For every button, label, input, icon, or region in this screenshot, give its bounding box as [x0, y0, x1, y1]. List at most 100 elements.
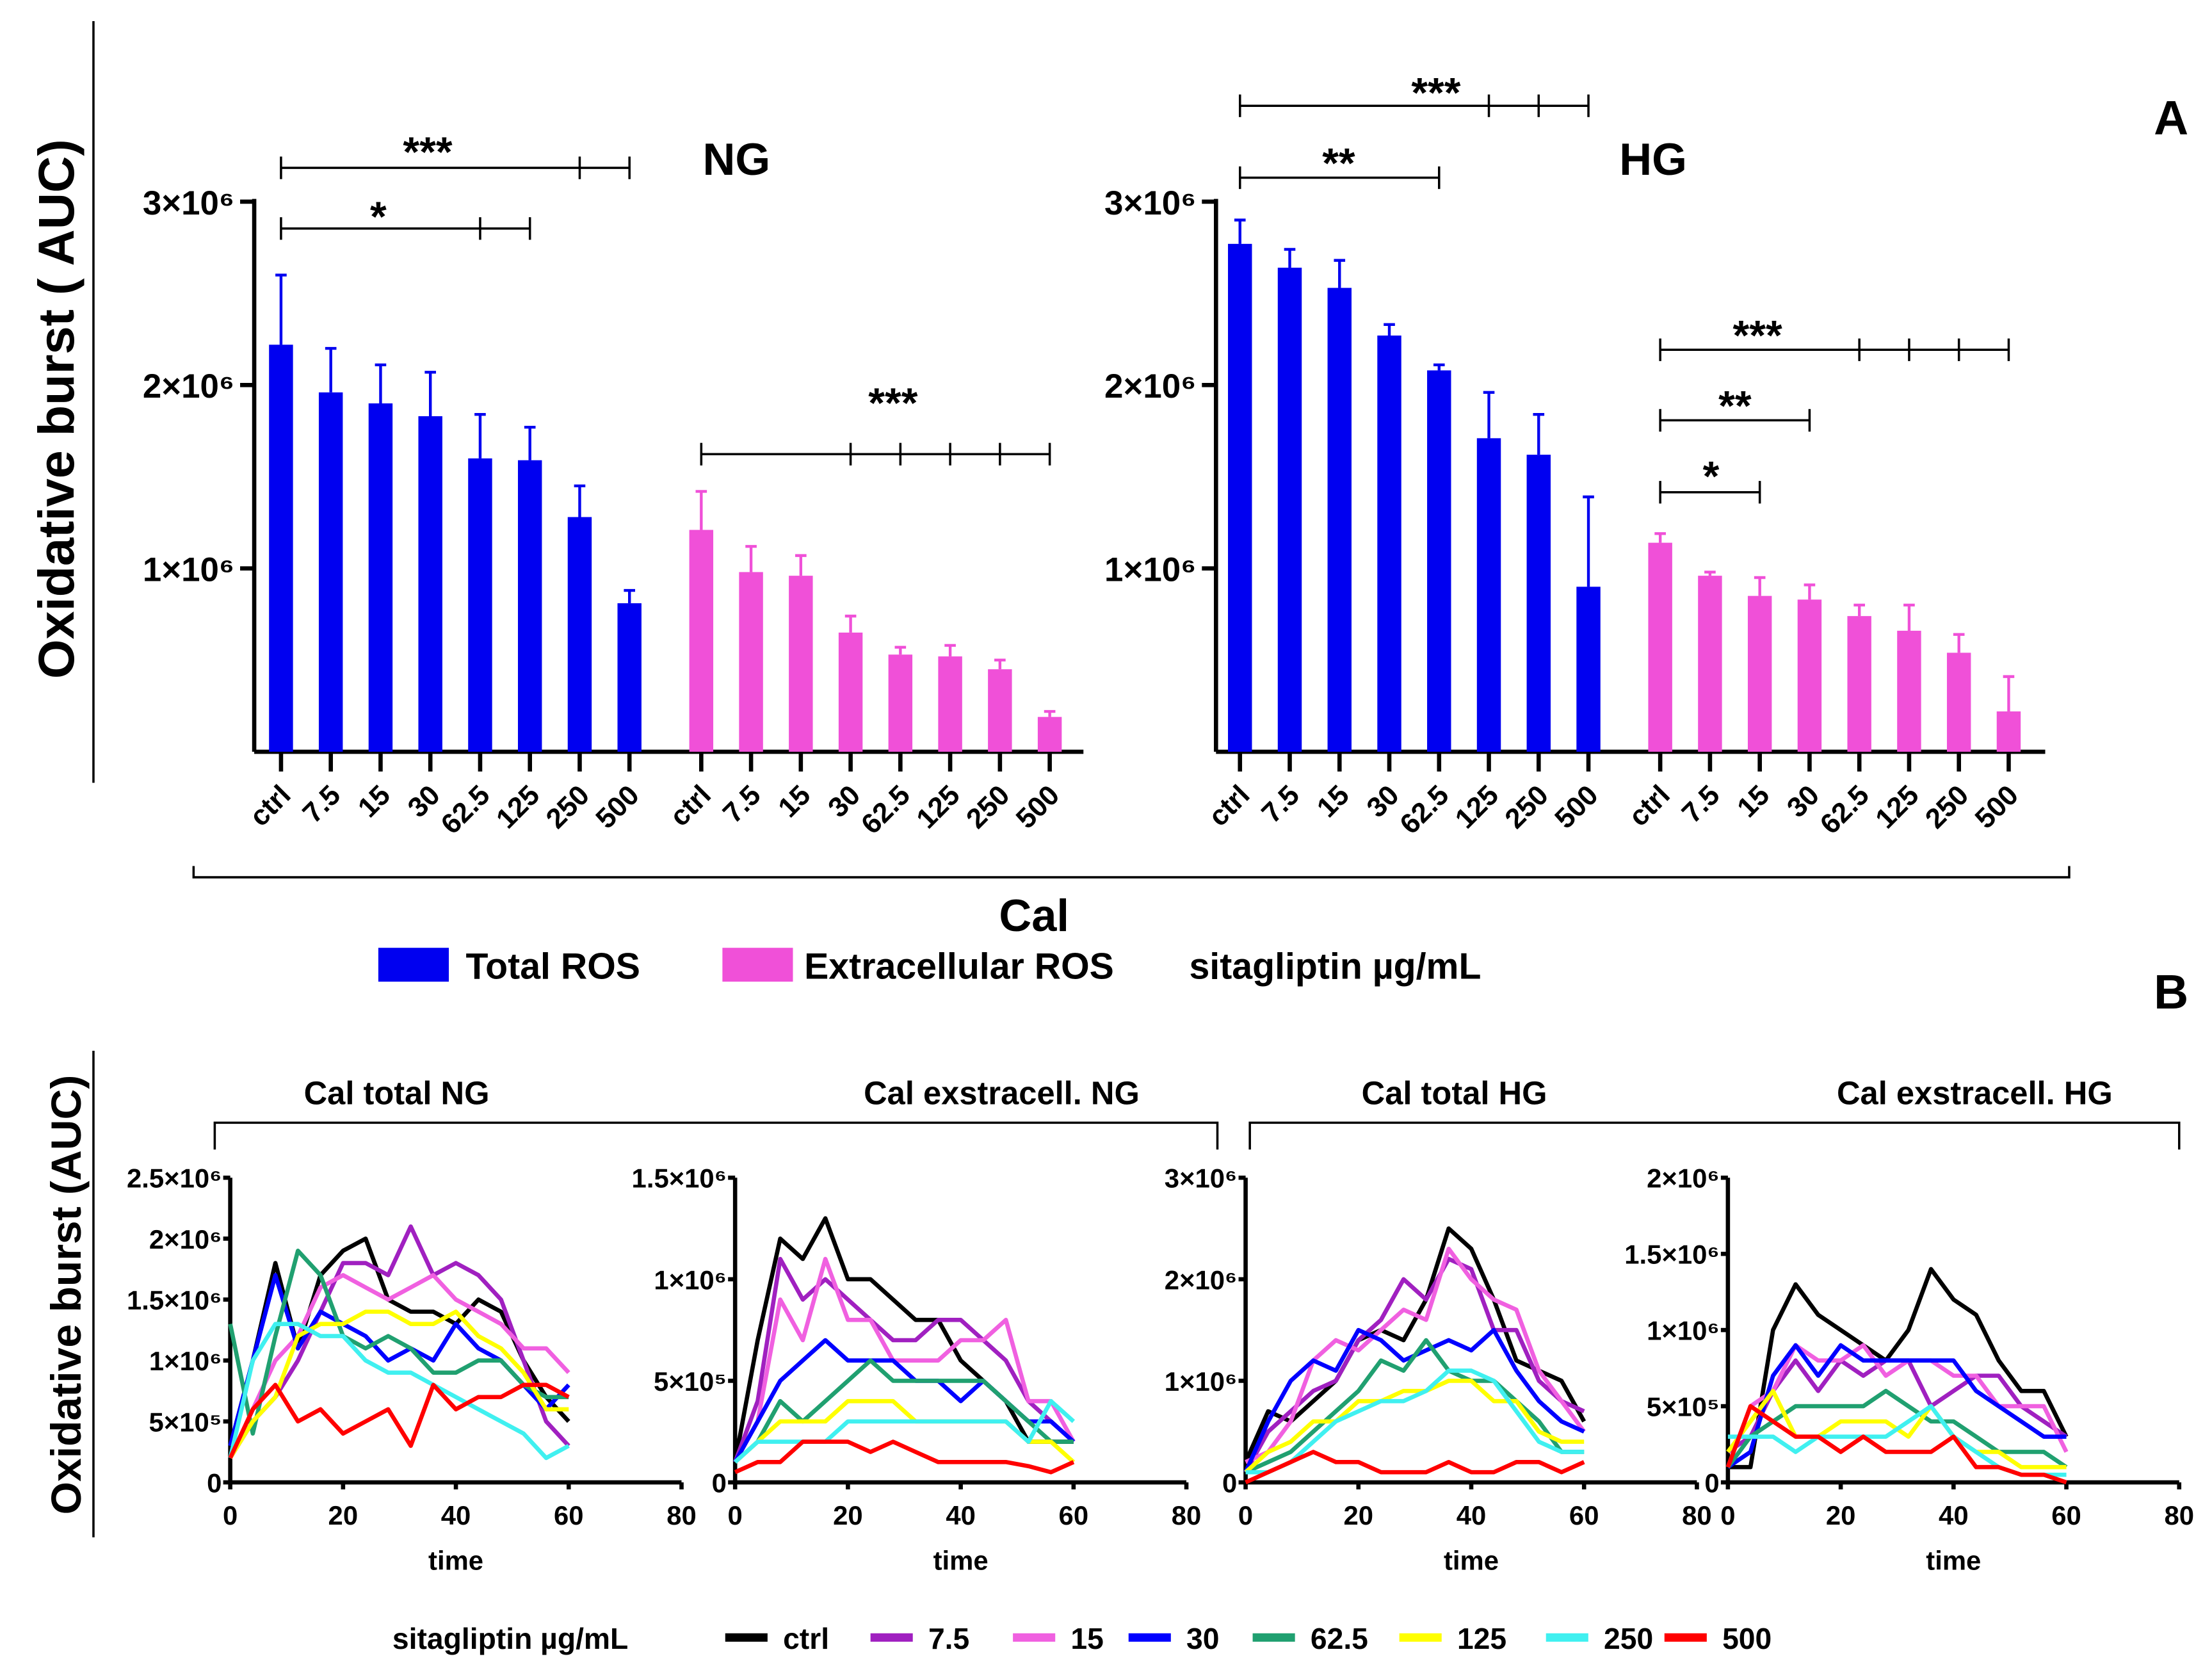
y-tick-label: 1.5×10⁶: [127, 1285, 222, 1315]
x-tick-label: 20: [1826, 1500, 1856, 1530]
x-tick-label: 7.5: [296, 779, 346, 829]
y-axis-title: Oxidative burst ( AUC): [28, 139, 85, 679]
bar: [517, 460, 542, 752]
significance-stars: **: [1322, 140, 1355, 188]
series-line-ctrl: [1727, 1267, 2069, 1470]
series-line-125: [228, 1309, 569, 1459]
x-axis-title: time: [428, 1546, 483, 1576]
x-tick-label: 62.5: [855, 779, 916, 840]
bar: [1897, 631, 1921, 752]
legend-label: 500: [1722, 1622, 1772, 1655]
bar: [1648, 542, 1672, 752]
y-tick-label: 1×10⁶: [143, 551, 234, 589]
x-tick-label: 15: [1311, 779, 1355, 823]
bar: [567, 517, 592, 752]
y-tick-label: 5×10⁵: [1647, 1392, 1720, 1422]
significance-stars: ***: [1411, 69, 1460, 117]
y-tick-label: 1×10⁶: [1165, 1366, 1238, 1397]
x-tick-label: 0: [1720, 1500, 1735, 1530]
y-tick-label: 0: [1704, 1468, 1719, 1498]
y-tick-label: 5×10⁵: [149, 1407, 222, 1437]
x-tick-label: 0: [223, 1500, 238, 1530]
y-tick-label: 2.5×10⁶: [127, 1163, 222, 1194]
y-tick-label: 2×10⁶: [1104, 368, 1196, 405]
x-tick-label: 250: [1919, 779, 1975, 835]
bar: [1377, 336, 1401, 752]
x-tick-label: 250: [960, 779, 1016, 835]
panel-b-line-charts: B Oxidative burst (AUC) Cal total NG 0 5×10⁵…: [43, 965, 2194, 1655]
x-tick-label: 500: [590, 779, 645, 835]
significance-stars: ***: [868, 380, 917, 427]
bar: [468, 458, 492, 752]
chart-title: Cal total NG: [304, 1075, 490, 1112]
x-tick-label: 500: [1969, 779, 2025, 835]
x-tick-label: 125: [1449, 779, 1505, 835]
bar: [739, 572, 763, 752]
bar: [1847, 616, 1871, 752]
panel-letter: B: [2154, 965, 2188, 1019]
line-chart-3: Cal total HG 0 1×10⁶ 2×10⁶ 3×10⁶ 0 20 40 60 80 tim…: [1165, 1075, 1712, 1576]
y-tick-label: 3×10⁶: [1104, 184, 1196, 222]
y-tick-label: 1.5×10⁶: [632, 1163, 727, 1194]
legend-label: 30: [1186, 1622, 1219, 1655]
series-line-15: [1245, 1246, 1586, 1464]
bar: [269, 344, 293, 752]
x-tick-label: 40: [441, 1500, 471, 1530]
panel-letter: A: [2154, 90, 2188, 144]
series-line-ctrl: [732, 1216, 1074, 1462]
series-line-30: [228, 1273, 570, 1446]
series-line-250: [228, 1322, 570, 1461]
series-line-30: [1727, 1343, 2067, 1469]
y-tick-label: 0: [1222, 1468, 1237, 1498]
x-tick-label: 20: [1344, 1500, 1374, 1530]
x-tick-label: 7.5: [717, 779, 767, 829]
series-line-500: [1245, 1450, 1585, 1485]
bar: [1747, 595, 1772, 752]
y-tick-label: 3×10⁶: [143, 184, 234, 222]
legend-label: 15: [1070, 1622, 1103, 1655]
x-tick-label: 40: [1939, 1500, 1969, 1530]
x-tick-label: 80: [1172, 1500, 1202, 1530]
chart-title: Cal exstracell. NG: [864, 1075, 1140, 1112]
line-chart-4: Cal exstracell. HG 0 5×10⁵ 1×10⁶ 1.5×10⁶ 2×10…: [1624, 1075, 2194, 1576]
x-tick-label: 62.5: [435, 779, 496, 840]
y-tick-label: 2×10⁶: [143, 368, 234, 405]
legend-label: 250: [1604, 1622, 1653, 1655]
x-tick-label: 60: [554, 1500, 584, 1530]
bar: [1277, 268, 1302, 752]
series-line-500: [734, 1439, 1075, 1475]
y-tick-label: 1×10⁶: [1647, 1316, 1720, 1346]
series-line-15: [1725, 1343, 2069, 1468]
series-line-7.5: [228, 1224, 570, 1459]
x-tick-label: 15: [772, 779, 816, 823]
x-tick-label: 7.5: [1255, 779, 1305, 829]
y-tick-label: 1.5×10⁶: [1624, 1240, 1719, 1270]
legend-label: ctrl: [783, 1622, 829, 1655]
significance-stars: *: [370, 193, 387, 241]
series-line-125: [1244, 1379, 1585, 1474]
x-tick-label: 125: [910, 779, 966, 835]
x-tick-label: 80: [666, 1500, 697, 1530]
bar: [617, 603, 642, 752]
x-tick-label: ctrl: [1623, 779, 1676, 832]
x-axis-title: time: [933, 1546, 989, 1576]
y-tick-label: 1×10⁶: [149, 1346, 222, 1376]
x-tick-label: 125: [490, 779, 546, 835]
x-tick-label: 7.5: [1676, 779, 1726, 829]
bar: [988, 669, 1012, 752]
series-line-500: [1725, 1404, 2067, 1485]
series-line-500: [228, 1382, 570, 1459]
panel-a-bar-charts: Oxidative burst ( AUC) A NG 1×10⁶ 2×10⁶ 3×10⁶…: [28, 21, 2188, 987]
x-tick-label: 20: [328, 1500, 359, 1530]
x-tick-label: 500: [1549, 779, 1604, 835]
y-tick-label: 2×10⁶: [1165, 1265, 1238, 1295]
legend-title: sitagliptin µg/mL: [392, 1622, 628, 1655]
bar: [1476, 438, 1501, 752]
y-tick-label: 1×10⁶: [1104, 551, 1196, 589]
y-tick-label: 0: [712, 1468, 727, 1498]
group-bracket: [192, 866, 2071, 879]
legend-label: Total ROS: [465, 946, 640, 987]
